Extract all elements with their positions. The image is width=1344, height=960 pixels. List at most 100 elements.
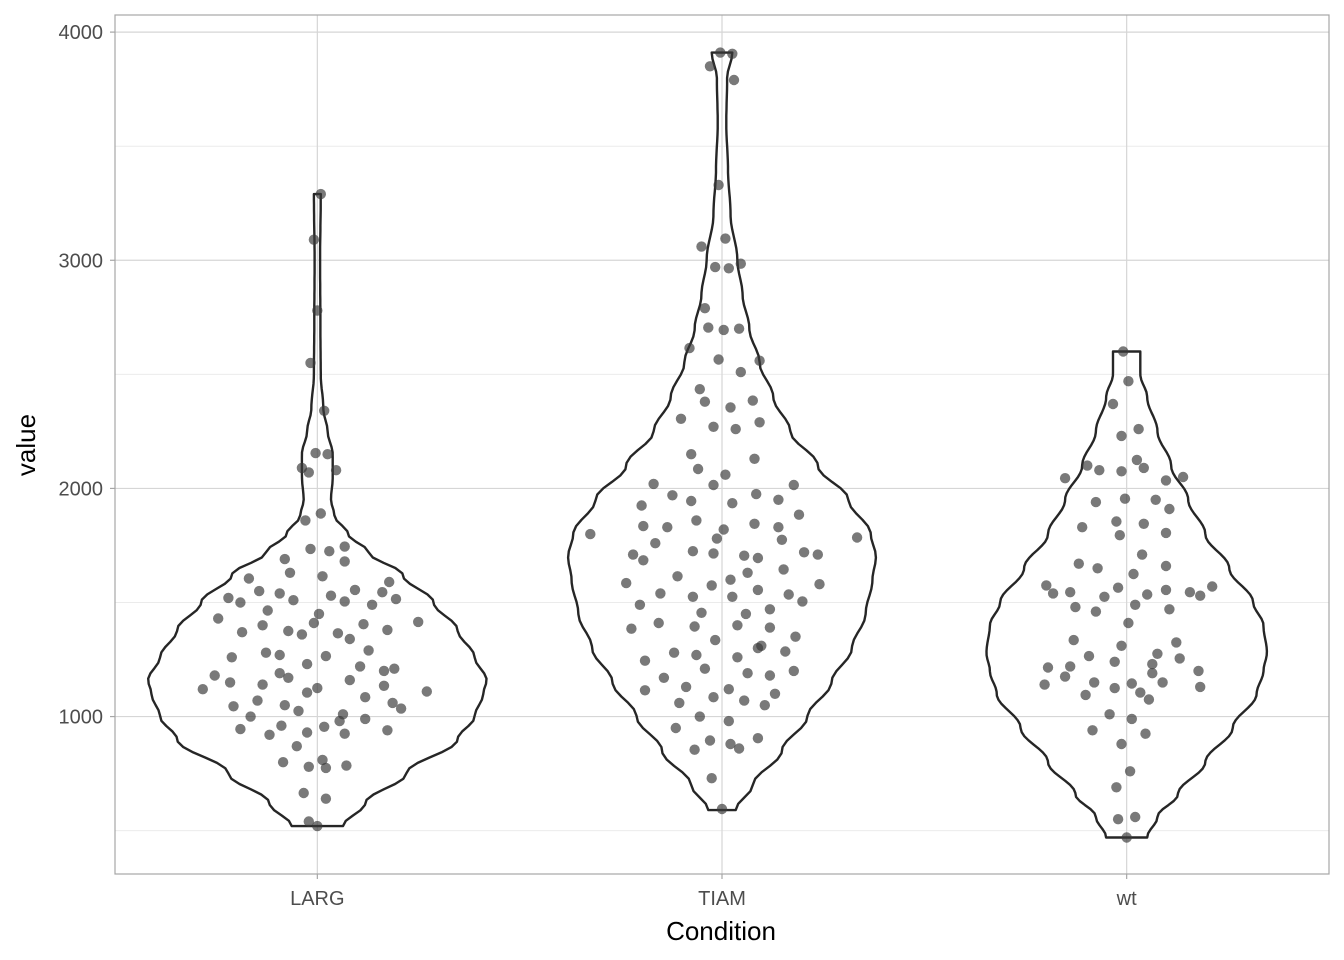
data-point-wt (1119, 493, 1131, 504)
data-point-tiam (720, 233, 731, 244)
data-point-wt (1114, 530, 1126, 541)
data-point-wt (1116, 738, 1127, 750)
data-point-tiam (648, 478, 659, 490)
data-point-wt (1080, 689, 1091, 701)
data-point-tiam (740, 608, 752, 620)
data-point-larg (298, 787, 309, 799)
data-point-tiam (788, 479, 799, 491)
data-point-tiam (742, 668, 753, 679)
data-point-larg (324, 546, 335, 557)
x-axis-ticks: LARG TIAM wt (290, 874, 1137, 910)
data-point-tiam (727, 498, 738, 509)
data-point-tiam (639, 655, 651, 666)
data-point-larg (303, 761, 314, 772)
data-point-larg (257, 679, 268, 690)
data-point-larg (209, 670, 220, 681)
data-point-tiam (627, 549, 639, 560)
data-point-wt (1059, 473, 1071, 484)
data-point-larg (320, 650, 332, 662)
data-point-wt (1090, 496, 1102, 508)
data-point-tiam (739, 695, 750, 706)
data-point-wt (1152, 648, 1163, 659)
data-point-tiam (708, 692, 719, 703)
y-tick-label: 1000 (59, 707, 104, 729)
data-point-tiam (662, 522, 673, 533)
data-point-wt (1128, 568, 1139, 580)
data-point-larg (382, 624, 393, 636)
data-point-larg (339, 541, 350, 552)
data-point-tiam (674, 697, 685, 709)
data-point-tiam (751, 488, 762, 500)
data-point-wt (1184, 587, 1196, 598)
data-point-tiam (793, 509, 805, 520)
data-point-tiam (710, 634, 721, 646)
data-point-larg (310, 447, 321, 459)
data-point-larg (334, 715, 345, 727)
data-point-tiam (636, 500, 647, 511)
data-point-tiam (680, 681, 692, 693)
data-point-tiam (723, 263, 734, 274)
y-tick-label: 4000 (59, 22, 104, 44)
data-point-tiam (749, 518, 760, 529)
data-point-wt (1068, 634, 1079, 646)
data-point-tiam (739, 550, 750, 561)
data-point-tiam (639, 685, 651, 696)
data-point-wt (1142, 589, 1153, 600)
data-point-wt (1094, 465, 1105, 476)
data-point-larg (377, 587, 388, 598)
data-point-wt (1174, 653, 1185, 664)
data-point-larg (312, 682, 323, 694)
data-point-tiam (706, 773, 717, 784)
data-point-larg (344, 633, 355, 645)
x-tick-label-tiam: TIAM (698, 888, 746, 910)
data-point-larg (301, 658, 313, 670)
data-point-wt (1059, 671, 1071, 682)
data-point-tiam (725, 574, 736, 585)
data-point-wt (1123, 617, 1134, 629)
x-tick-label-wt: wt (1116, 888, 1137, 910)
data-point-tiam (699, 663, 711, 674)
data-point-tiam (754, 355, 765, 366)
data-point-wt (1130, 599, 1141, 610)
data-point-tiam (692, 463, 704, 475)
data-point-wt (1104, 709, 1115, 720)
data-point-tiam (742, 567, 753, 578)
data-point-tiam (752, 642, 764, 654)
data-point-wt (1090, 606, 1102, 617)
data-point-wt (1164, 503, 1175, 515)
data-point-tiam (718, 524, 729, 535)
data-point-tiam (686, 495, 697, 507)
data-point-larg (384, 576, 395, 588)
data-point-larg (341, 760, 352, 771)
data-point-wt (1207, 581, 1218, 592)
data-point-tiam (691, 649, 702, 661)
data-point-larg (236, 627, 248, 638)
data-point-tiam (713, 179, 724, 191)
data-point-larg (288, 595, 299, 606)
data-point-wt (1073, 558, 1085, 569)
data-point-larg (378, 680, 390, 691)
data-point-larg (413, 616, 424, 628)
data-point-larg (226, 652, 237, 663)
data-point-wt (1123, 376, 1134, 387)
data-point-wt (1140, 728, 1151, 739)
data-point-larg (339, 596, 350, 607)
data-point-larg (387, 697, 398, 709)
data-point-tiam (675, 413, 687, 424)
data-point-larg (308, 617, 320, 629)
data-point-wt (1164, 604, 1175, 615)
data-point-wt (1177, 471, 1189, 483)
data-point-wt (1195, 681, 1206, 693)
data-point-tiam (723, 684, 734, 695)
data-point-tiam (749, 453, 760, 464)
data-point-wt (1065, 661, 1076, 672)
data-point-larg (322, 449, 333, 460)
data-point-tiam (672, 571, 683, 582)
data-point-tiam (727, 48, 738, 59)
data-point-larg (317, 754, 328, 766)
data-point-larg (320, 762, 332, 774)
data-point-tiam (718, 324, 729, 336)
data-point-larg (224, 677, 236, 688)
data-point-wt (1133, 423, 1144, 435)
data-point-larg (291, 741, 302, 752)
